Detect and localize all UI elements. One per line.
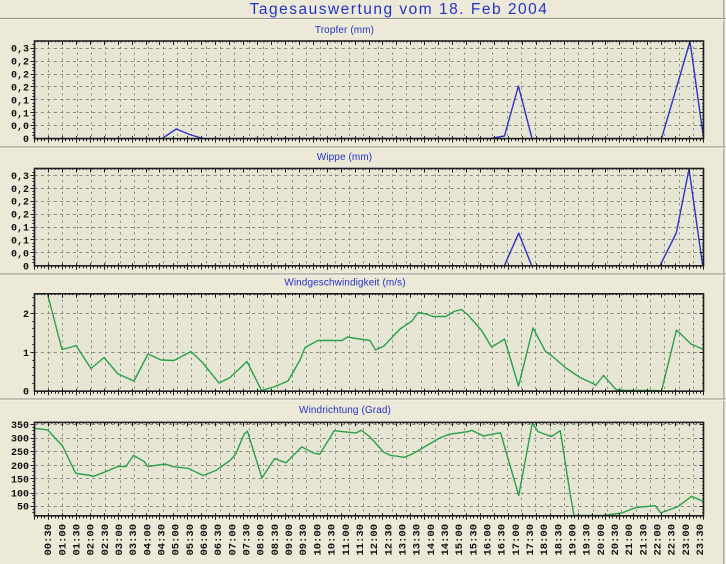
svg-text:Tagesauswertung vom 18. Feb 20: Tagesauswertung vom 18. Feb 2004 <box>250 1 549 18</box>
svg-text:08:30: 08:30 <box>270 524 282 556</box>
svg-text:23:30: 23:30 <box>695 524 707 556</box>
svg-text:18:00: 18:00 <box>539 524 551 556</box>
svg-text:07:00: 07:00 <box>227 524 239 556</box>
svg-text:17:00: 17:00 <box>511 524 523 556</box>
svg-text:12:30: 12:30 <box>383 524 395 556</box>
svg-text:01:30: 01:30 <box>72 524 84 556</box>
svg-text:00:30: 00:30 <box>43 524 55 556</box>
svg-text:16:30: 16:30 <box>497 524 509 556</box>
svg-text:0,2: 0,2 <box>11 185 29 196</box>
svg-text:0,2: 0,2 <box>11 83 29 94</box>
svg-text:17:30: 17:30 <box>525 524 537 556</box>
svg-text:13:00: 13:00 <box>397 524 409 556</box>
svg-text:Windgeschwindigkeit (m/s): Windgeschwindigkeit (m/s) <box>284 278 405 289</box>
svg-text:16:00: 16:00 <box>482 524 494 556</box>
svg-text:07:30: 07:30 <box>242 524 254 556</box>
svg-text:0: 0 <box>23 388 29 399</box>
svg-text:0,3: 0,3 <box>11 172 29 183</box>
svg-text:03:30: 03:30 <box>128 524 140 556</box>
svg-text:02:00: 02:00 <box>86 524 98 556</box>
svg-text:150: 150 <box>11 475 29 486</box>
svg-text:Tropfer (mm): Tropfer (mm) <box>315 25 374 36</box>
svg-text:1: 1 <box>23 349 29 360</box>
svg-text:0,2: 0,2 <box>11 211 29 222</box>
svg-text:02:30: 02:30 <box>100 524 112 556</box>
svg-text:21:00: 21:00 <box>624 524 636 556</box>
svg-text:01:00: 01:00 <box>57 524 69 556</box>
svg-text:22:30: 22:30 <box>667 524 679 556</box>
svg-text:300: 300 <box>11 435 29 446</box>
svg-text:21:30: 21:30 <box>638 524 650 556</box>
svg-text:09:00: 09:00 <box>284 524 296 556</box>
svg-text:Windrichtung (Grad): Windrichtung (Grad) <box>299 405 391 416</box>
svg-text:11:00: 11:00 <box>341 524 353 556</box>
svg-text:04:00: 04:00 <box>142 524 154 556</box>
svg-text:18:30: 18:30 <box>553 524 565 556</box>
svg-text:05:00: 05:00 <box>171 524 183 556</box>
svg-text:20:30: 20:30 <box>610 524 622 556</box>
svg-text:200: 200 <box>11 462 29 473</box>
svg-text:19:30: 19:30 <box>582 524 594 556</box>
svg-text:350: 350 <box>11 421 29 432</box>
svg-text:2: 2 <box>23 310 29 321</box>
svg-text:250: 250 <box>11 448 29 459</box>
svg-text:14:00: 14:00 <box>426 524 438 556</box>
svg-text:0,1: 0,1 <box>11 109 29 120</box>
svg-text:0,1: 0,1 <box>11 96 29 107</box>
svg-text:50: 50 <box>17 503 29 514</box>
svg-text:23:00: 23:00 <box>681 524 693 556</box>
svg-text:0,0: 0,0 <box>11 122 29 133</box>
svg-text:20:00: 20:00 <box>596 524 608 556</box>
svg-text:Wippe (mm): Wippe (mm) <box>317 152 372 163</box>
svg-text:0: 0 <box>23 262 29 273</box>
svg-text:15:00: 15:00 <box>454 524 466 556</box>
svg-text:04:30: 04:30 <box>157 524 169 556</box>
svg-text:100: 100 <box>11 490 29 501</box>
svg-text:06:00: 06:00 <box>199 524 211 556</box>
svg-text:06:30: 06:30 <box>213 524 225 556</box>
svg-text:10:00: 10:00 <box>312 524 324 556</box>
svg-text:0,2: 0,2 <box>11 198 29 209</box>
svg-text:15:30: 15:30 <box>468 524 480 556</box>
svg-text:0,1: 0,1 <box>11 224 29 235</box>
svg-text:03:00: 03:00 <box>114 524 126 556</box>
svg-text:0,2: 0,2 <box>11 71 29 82</box>
svg-text:13:30: 13:30 <box>412 524 424 556</box>
svg-text:11:30: 11:30 <box>355 524 367 556</box>
svg-text:22:00: 22:00 <box>652 524 664 556</box>
svg-text:0,0: 0,0 <box>11 249 29 260</box>
svg-text:19:00: 19:00 <box>567 524 579 556</box>
svg-text:09:30: 09:30 <box>298 524 310 556</box>
svg-text:12:00: 12:00 <box>369 524 381 556</box>
svg-text:0,2: 0,2 <box>11 58 29 69</box>
svg-text:10:30: 10:30 <box>327 524 339 556</box>
svg-text:0: 0 <box>23 135 29 146</box>
svg-text:08:00: 08:00 <box>256 524 268 556</box>
svg-text:14:30: 14:30 <box>440 524 452 556</box>
svg-text:0,3: 0,3 <box>11 45 29 56</box>
svg-text:05:30: 05:30 <box>185 524 197 556</box>
svg-text:0,1: 0,1 <box>11 236 29 247</box>
